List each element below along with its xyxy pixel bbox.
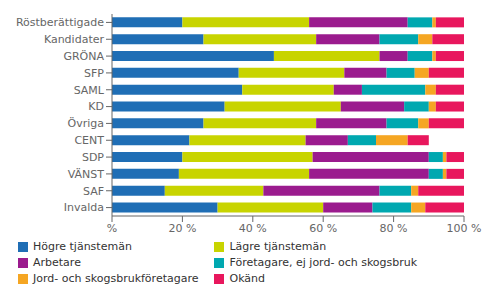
html-text:Arbetare: Arbetare (33, 256, 81, 269)
svg-text:SAML: SAML (74, 84, 105, 97)
html-text:Högre tjänstemän: Högre tjänstemän (33, 240, 132, 253)
svg-text:GRÖNA: GRÖNA (63, 50, 104, 63)
svg-text:60 %: 60 % (309, 222, 337, 235)
svg-text:100 %: 100 % (447, 222, 482, 235)
svg-text:KD: KD (88, 100, 104, 113)
svg-text:Kandidater: Kandidater (44, 33, 105, 46)
html-text:Lägre tjänstemän: Lägre tjänstemän (229, 240, 327, 253)
svg-text:20 %: 20 % (168, 222, 196, 235)
svg-text:%: % (107, 222, 117, 235)
svg-text:40 %: 40 % (239, 222, 267, 235)
html-text:Företagare, ej jord- och skogs: Företagare, ej jord- och skogsbruk (229, 256, 418, 269)
html-text:Okänd: Okänd (229, 272, 265, 285)
svg-text:VÄNST: VÄNST (68, 168, 105, 181)
svg-text:SAF: SAF (83, 185, 104, 198)
svg-text:80 %: 80 % (380, 222, 408, 235)
svg-text:SDP: SDP (82, 151, 104, 164)
svg-text:CENT: CENT (74, 134, 104, 147)
svg-text:SFP: SFP (84, 67, 104, 80)
svg-text:Röstberättigade: Röstberättigade (16, 16, 104, 29)
svg-text:Övriga: Övriga (68, 117, 104, 130)
html-text:Jord- och skogsbrukföretagare: Jord- och skogsbrukföretagare (33, 272, 199, 285)
svg-text:Invalda: Invalda (64, 201, 104, 214)
